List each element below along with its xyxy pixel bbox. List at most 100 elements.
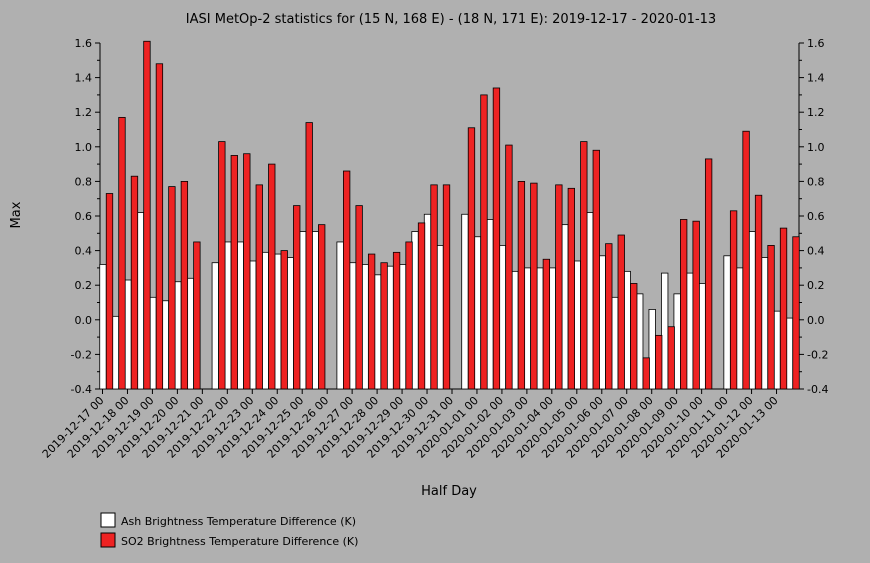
so2-bar: [767, 245, 775, 390]
so2-bar: [742, 130, 750, 390]
ash-bar: [661, 272, 669, 390]
legend-swatch-ash: [100, 512, 116, 528]
so2-bar: [492, 87, 501, 390]
so2-bar: [704, 158, 713, 390]
ash-bar: [261, 251, 269, 390]
ash-bar: [311, 231, 319, 390]
so2-bar: [505, 144, 513, 390]
so2-bar: [280, 250, 288, 390]
ash-bar: [498, 245, 507, 390]
so2-bar: [530, 182, 538, 390]
so2-bar: [667, 326, 675, 390]
so2-bar: [118, 116, 126, 390]
ash-bar: [286, 257, 294, 390]
x-axis-label: Half Day: [421, 484, 477, 499]
ash-bar: [773, 310, 781, 390]
y-tick-label-left: 1.4: [75, 72, 93, 85]
chart-title: IASI MetOp-2 statistics for (15 N, 168 E…: [186, 12, 716, 27]
ash-bar: [748, 231, 756, 390]
ash-bar: [111, 315, 120, 390]
so2-bar: [655, 334, 663, 390]
so2-bar: [367, 253, 376, 390]
so2-bar: [355, 205, 363, 390]
so2-bar: [592, 149, 600, 390]
ash-bar: [398, 264, 407, 390]
ash-bar: [611, 296, 619, 390]
so2-bar: [193, 241, 201, 390]
ash-bar: [186, 277, 195, 390]
ash-bar: [673, 293, 681, 390]
ash-bar: [361, 264, 369, 390]
y-tick-label-right: 0.4: [807, 245, 825, 258]
so2-bar: [105, 193, 114, 390]
ash-bar: [686, 272, 694, 390]
so2-bar: [729, 210, 738, 390]
so2-bar: [218, 141, 226, 390]
so2-bar: [155, 63, 164, 390]
y-tick-label-right: -0.2: [807, 348, 828, 361]
so2-bar: [380, 262, 388, 390]
ash-bar: [723, 255, 731, 390]
y-tick-label-left: 1.6: [75, 37, 93, 50]
ash-bar: [161, 300, 170, 390]
ash-bar: [299, 231, 307, 390]
so2-bar: [642, 357, 650, 390]
ash-bar: [561, 224, 569, 390]
so2-bar: [792, 236, 800, 390]
so2-bar: [692, 220, 700, 390]
ash-bar: [211, 262, 219, 390]
y-tick-label-left: 0.2: [75, 279, 93, 292]
so2-bar: [255, 184, 263, 390]
ash-bar: [623, 270, 631, 390]
so2-bar: [293, 205, 301, 390]
so2-bar: [180, 180, 189, 390]
so2-bar: [442, 184, 451, 390]
ash-bar: [548, 267, 556, 390]
so2-bar: [542, 258, 551, 390]
y-tick-label-left: 0.6: [75, 210, 93, 223]
ash-bar: [785, 317, 794, 390]
ash-bar: [586, 212, 594, 390]
y-tick-label-right: 1.0: [807, 141, 825, 154]
ash-bar: [99, 264, 107, 390]
so2-bar: [243, 153, 251, 390]
ash-bar: [236, 241, 244, 390]
ash-bar: [224, 241, 232, 390]
so2-bar: [467, 127, 476, 390]
ash-bar: [735, 267, 744, 390]
ash-bar: [636, 293, 644, 390]
y-ticks: -0.4 -0.4 -0.2 -0.2 0.0 0.0 0.2 0.2 0.4 0.4 0.6 0.6…: [71, 37, 829, 396]
so2-bar: [143, 40, 151, 390]
ash-bar: [573, 260, 581, 390]
so2-bar: [754, 194, 763, 390]
so2-bar: [430, 184, 438, 390]
ash-bar: [249, 260, 257, 390]
so2-bar: [680, 219, 688, 390]
so2-bar: [268, 163, 276, 390]
so2-bar: [230, 155, 238, 390]
ash-bar: [136, 212, 145, 390]
so2-bar: [567, 187, 575, 390]
ash-bar: [436, 245, 444, 390]
ash-bar: [174, 281, 182, 390]
ash-bar: [461, 213, 469, 390]
ash-bar: [274, 253, 282, 390]
y-tick-label-right: -0.4: [807, 383, 828, 396]
y-tick-label-left: 1.2: [75, 106, 93, 119]
so2-bar: [779, 227, 788, 390]
ash-bar: [336, 241, 344, 390]
so2-bar: [417, 222, 426, 390]
y-tick-label-right: 1.2: [807, 106, 825, 119]
ash-bar: [348, 262, 357, 390]
legend-swatch-so2: [100, 532, 116, 548]
ash-bar: [511, 270, 519, 390]
legend-label-so2: SO2 Brightness Temperature Difference (K…: [121, 535, 358, 548]
so2-bar: [405, 241, 413, 390]
y-tick-label-right: 0.0: [807, 314, 825, 327]
y-tick-label-right: 1.6: [807, 37, 825, 50]
y-tick-label-left: 0.4: [75, 245, 93, 258]
y-tick-label-right: 0.8: [807, 175, 825, 188]
y-tick-label-left: 0.0: [75, 314, 93, 327]
